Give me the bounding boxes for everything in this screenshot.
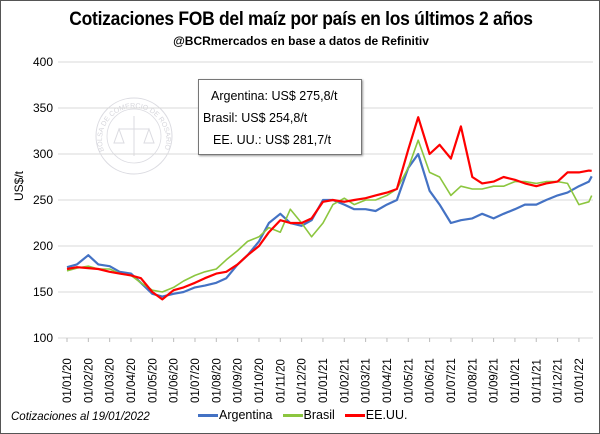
legend-item-argentina: Argentina [198,408,273,422]
x-tick-label: 01/05/20 [147,358,159,403]
x-tick-label: 01/02/21 [339,358,351,403]
info-argentina: Argentina: US$ 275,8/t [211,89,338,103]
legend-swatch [282,413,303,417]
x-tick-label: 01/11/20 [275,359,287,403]
price-info-box: Argentina: US$ 275,8/t Brasil: US$ 254,8… [198,79,362,155]
footnote: Cotizaciones al 19/01/2022 [11,411,150,423]
x-tick-label: 01/04/21 [382,358,394,403]
x-tick-label: 01/09/21 [489,358,501,403]
x-tick-label: 01/10/20 [254,358,266,403]
legend: Argentina Brasil EE.UU. [198,408,407,422]
legend-item-eeuu: EE.UU. [344,408,408,422]
x-tick-label: 01/09/20 [233,358,245,403]
y-tick-label: 100 [33,331,53,345]
bcr-logo-watermark: BOLSA DE COMERCIO DE ROSARIO [95,97,173,175]
y-tick-label: 400 [33,55,53,69]
y-tick-label: 350 [33,101,53,115]
legend-label: Argentina [219,408,273,422]
x-tick-label: 01/07/21 [446,358,458,403]
x-tick-label: 01/08/20 [211,358,223,403]
chart-subtitle: @BCRmercados en base a datos de Refiniti… [173,34,429,48]
legend-label: Brasil [303,408,335,422]
x-tick-label: 01/01/22 [574,358,586,403]
x-tick-label: 01/06/20 [169,358,181,403]
info-eeuu: EE. UU.: US$ 281,7/t [213,133,332,147]
series-line-argentina [66,152,593,298]
y-tick-label: 200 [33,239,53,253]
x-tick-label: 01/03/21 [361,358,373,403]
legend-label: EE.UU. [365,408,408,422]
x-tick-label: 01/07/20 [190,358,202,403]
y-tick-label: 250 [33,193,53,207]
y-tick-label: 300 [33,147,53,161]
x-tick-label: 01/03/20 [105,358,117,403]
x-tick-label: 01/10/21 [510,358,522,403]
x-tick-label: 01/01/21 [318,358,330,403]
x-tick-label: 01/05/21 [403,358,415,403]
series-line-brasil [66,139,593,293]
legend-item-brasil: Brasil [282,408,335,422]
info-brasil: Brasil: US$ 254,8/t [203,111,308,125]
series-line-eeuu [66,116,592,301]
x-tick-label: 01/11/21 [531,359,543,403]
chart-title: Cotizaciones FOB del maíz por país en lo… [69,9,533,30]
x-tick-label: 01/06/21 [425,358,437,403]
x-tick-label: 01/04/20 [126,358,138,403]
x-tick-label: 01/02/20 [83,358,95,403]
x-tick-label: 01/08/21 [467,358,479,403]
legend-swatch [344,413,365,417]
x-tick-label: 01/12/21 [553,358,565,403]
legend-swatch [198,413,218,417]
x-tick-label: 01/12/20 [297,358,309,403]
x-tick-label: 01/01/20 [62,358,74,403]
y-tick-label: 150 [33,285,53,299]
